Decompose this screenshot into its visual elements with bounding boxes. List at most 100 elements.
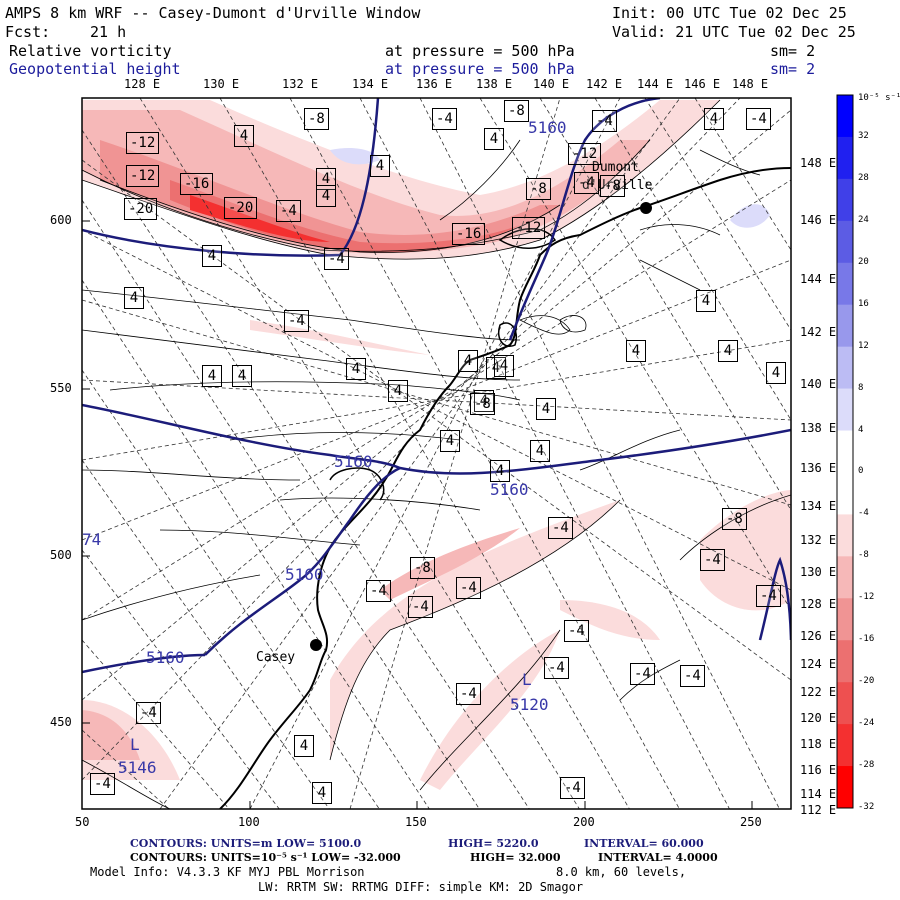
vorticity-contour-label: 4 xyxy=(232,365,252,387)
positive-vorticity-patches xyxy=(330,148,770,228)
colorbar-label: -28 xyxy=(858,760,875,771)
colorbar-swatch xyxy=(837,304,853,348)
vorticity-contour-label: 4 xyxy=(316,185,336,207)
colorbar-swatch xyxy=(837,178,853,222)
right-lat-label: 136 E xyxy=(800,461,837,475)
map-frame xyxy=(81,97,792,810)
colorbar-swatch xyxy=(837,766,853,809)
vorticity-contour-label: -4 xyxy=(456,683,481,705)
colorbar-frame xyxy=(836,94,854,809)
footer-vort-interval: INTERVAL= 4.0000 xyxy=(598,851,718,864)
vorticity-contour-label: -12 xyxy=(126,132,160,154)
right-lat-label: 134 E xyxy=(800,499,837,513)
vorticity-contour-label: 4 xyxy=(626,340,646,362)
vorticity-contour-label: -8 xyxy=(470,393,495,415)
vorticity-contour-label: 4 xyxy=(294,735,314,757)
top-lon-label: 128 E xyxy=(124,77,161,91)
vorticity-contour-label: -4 xyxy=(90,773,115,795)
x-tick: 250 xyxy=(740,815,762,829)
colorbar-swatch xyxy=(837,640,853,683)
right-lat-label: 114 E xyxy=(800,787,837,801)
vorticity-contour-label: -4 xyxy=(574,172,599,194)
colorbar-swatch xyxy=(837,598,853,641)
right-lat-label: 118 E xyxy=(800,737,837,751)
x-tick: 100 xyxy=(238,815,260,829)
vorticity-contours xyxy=(82,99,791,809)
durville-label: d'Urville xyxy=(582,178,653,193)
vorticity-contour-label: 4 xyxy=(766,362,786,384)
top-lon-label: 132 E xyxy=(282,77,319,91)
glacier-tongue xyxy=(498,228,557,249)
colorbar-swatch xyxy=(837,262,853,306)
height-contours xyxy=(82,98,791,674)
vorticity-contour-label: 4 xyxy=(370,155,390,177)
vorticity-contour-label: 4 xyxy=(316,168,336,190)
height-contour-label: 5160 xyxy=(528,118,567,137)
vorticity-contour-label: -16 xyxy=(452,223,486,245)
dumont-durville-station-marker xyxy=(640,202,652,214)
top-lon-label: 134 E xyxy=(352,77,389,91)
colorbar-swatch xyxy=(837,220,853,264)
vorticity-contour-label: -8 xyxy=(526,178,551,200)
vorticity-contour-label: -4 xyxy=(284,310,309,332)
colorbar-label: -32 xyxy=(858,802,875,812)
vorticity-contour-label: 4 xyxy=(494,355,514,377)
colorbar-swatch xyxy=(837,136,853,180)
colorbar-swatch xyxy=(837,556,853,599)
right-lat-label: 126 E xyxy=(800,629,837,643)
field2-name: Geopotential height xyxy=(9,60,181,78)
vorticity-contour-label: -4 xyxy=(324,248,349,270)
footer-height-high: HIGH= 5220.0 xyxy=(448,837,539,850)
colorbar-label: -24 xyxy=(858,718,875,729)
lat-lon-grid xyxy=(82,98,791,809)
vorticity-contour-label: 4 xyxy=(388,380,408,402)
forecast-hours: 21 h xyxy=(90,23,127,41)
colorbar-label: -4 xyxy=(858,508,869,519)
vorticity-contour-label: -4 xyxy=(136,702,161,724)
vorticity-contour-label: 4 xyxy=(458,350,478,372)
vorticity-contour-label: -8 xyxy=(410,557,435,579)
height-contour-label: 5160 xyxy=(334,452,373,471)
colorbar-label: 0 xyxy=(858,466,864,477)
vorticity-contour-label: -4 xyxy=(366,580,391,602)
vorticity-contour-label: 4 xyxy=(530,440,550,462)
y-tick: 500 xyxy=(50,548,72,562)
right-lat-label: 148 E xyxy=(800,156,837,170)
colorbar-swatch xyxy=(837,682,853,725)
colorbar-swatch xyxy=(837,724,853,767)
colorbar-swatch xyxy=(837,346,853,390)
init-time: Init: 00 UTC Tue 02 Dec 25 xyxy=(612,4,847,22)
field1-name: Relative vorticity xyxy=(9,42,172,60)
vorticity-contour-label: -4 xyxy=(408,596,433,618)
right-lat-label: 130 E xyxy=(800,565,837,579)
vorticity-contour-label: -4 xyxy=(592,110,617,132)
footer-height-units: CONTOURS: UNITS=m LOW= 5100.0 xyxy=(130,837,362,850)
vorticity-contour-label: -4 xyxy=(630,663,655,685)
top-lon-label: 148 E xyxy=(732,77,769,91)
field2-level: at pressure = 500 hPa xyxy=(385,60,575,78)
colorbar-label: 32 xyxy=(858,130,869,141)
vorticity-contour-label: 4 xyxy=(312,782,332,804)
vorticity-contour-label: -8 xyxy=(304,108,329,130)
right-lat-label: 138 E xyxy=(800,421,837,435)
footer-physics: LW: RRTM SW: RRTMG DIFF: simple KM: 2D S… xyxy=(258,880,584,894)
colorbar-label: -8 xyxy=(858,550,869,561)
x-tick: 50 xyxy=(75,815,90,829)
colorbar-label: 4 xyxy=(858,424,864,435)
right-lat-label: 122 E xyxy=(800,685,837,699)
forecast-label: Fcst: xyxy=(5,23,51,41)
right-lat-label: 112 E xyxy=(800,803,837,817)
vorticity-contour-label: -20 xyxy=(124,198,158,220)
top-lon-label: 140 E xyxy=(533,77,570,91)
colorbar-label: -12 xyxy=(858,592,875,603)
vorticity-contour-label: 4 xyxy=(202,245,222,267)
top-lon-label: 142 E xyxy=(586,77,623,91)
vorticity-contour-label: 4 xyxy=(704,108,724,130)
vorticity-contour-label: 4 xyxy=(718,340,738,362)
map-title: AMPS 8 km WRF -- Casey-Dumont d'Urville … xyxy=(5,4,421,22)
dumont-label: Dumont xyxy=(592,160,639,175)
vorticity-contour-label: -4 xyxy=(564,620,589,642)
coastline xyxy=(219,167,791,809)
field2-smoothing: sm= 2 xyxy=(770,60,816,78)
